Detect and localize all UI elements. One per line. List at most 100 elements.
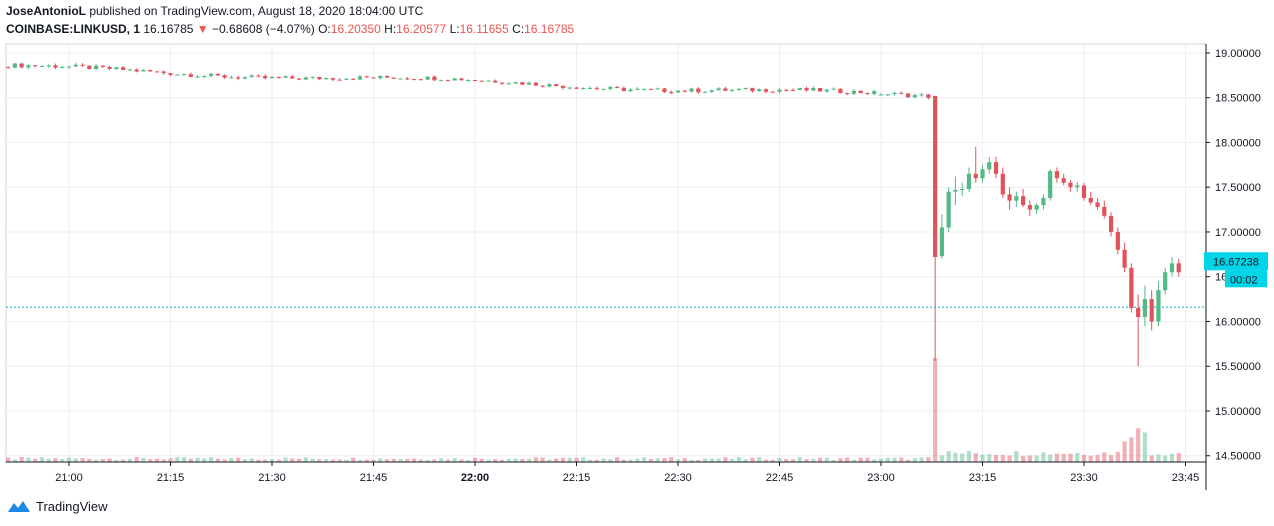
volume-bar [865, 457, 870, 462]
x-tick-label: 23:15 [969, 472, 997, 484]
volume-bar [736, 457, 741, 462]
volume-bar [912, 457, 917, 462]
volume-bar [6, 457, 11, 462]
candle [1061, 178, 1066, 183]
volume-bar [296, 458, 302, 462]
volume-bar [790, 459, 796, 462]
candle [1068, 182, 1073, 188]
volume-bar [831, 459, 836, 462]
volume-bar [642, 457, 647, 462]
candle-series [6, 62, 1181, 367]
symbol-label[interactable]: COINBASE:LINKUSD, 1 [6, 22, 141, 36]
volume-bar [635, 458, 640, 462]
volume-bar [418, 459, 423, 462]
volume-bar [66, 457, 72, 462]
close-label: C: [512, 22, 525, 36]
candle [743, 87, 748, 89]
volume-bar [675, 459, 681, 462]
candle [256, 75, 261, 77]
candle [1095, 202, 1100, 207]
candle [980, 169, 985, 179]
plot-area [5, 43, 1207, 463]
candle [1007, 194, 1012, 201]
candle [1108, 215, 1114, 232]
candle [202, 75, 207, 77]
volume-bar [459, 459, 464, 462]
candle [317, 76, 322, 80]
tradingview-logo[interactable]: TradingView [6, 498, 108, 514]
high-value: 16.20577 [396, 22, 447, 36]
candle [330, 78, 335, 80]
volume-bar [1034, 455, 1039, 462]
candle [222, 75, 227, 78]
volume-bar [486, 459, 491, 462]
candle [445, 80, 451, 82]
candle [540, 85, 545, 87]
candle [296, 78, 302, 80]
candle [1034, 205, 1039, 210]
volume-bar [560, 457, 566, 462]
volume-bar [236, 457, 241, 462]
volume-bar [1115, 451, 1120, 462]
volume-bar [621, 459, 626, 462]
candle [405, 78, 410, 80]
candle [520, 82, 525, 85]
author-name[interactable]: JoseAntonioL [6, 4, 86, 18]
candle [472, 80, 478, 82]
high-label: H: [384, 22, 397, 36]
volume-bar [425, 459, 430, 462]
candle [831, 88, 836, 90]
volume-bar [148, 459, 153, 462]
candle [1163, 272, 1168, 291]
candle [669, 92, 674, 94]
volume-bar [506, 458, 511, 462]
volume-bar [845, 457, 850, 462]
candle [351, 78, 356, 80]
candle [642, 88, 647, 90]
candle [499, 82, 505, 84]
volume-bar [723, 457, 728, 462]
volume-bar [181, 457, 187, 462]
candle [601, 88, 606, 90]
candle [587, 87, 593, 89]
candle [784, 89, 789, 91]
volume-bar [527, 458, 532, 462]
chart-grid [5, 43, 1207, 463]
volume-bar [1054, 453, 1060, 462]
volume-bar [1068, 453, 1073, 462]
volume-bar [290, 458, 295, 462]
candle [574, 87, 579, 89]
volume-bar [919, 457, 924, 462]
x-tick-label: 22:15 [563, 472, 591, 484]
candle [615, 87, 620, 89]
candle [269, 76, 275, 79]
volume-bar [885, 457, 890, 462]
volume-bar [310, 458, 315, 462]
candle [60, 67, 65, 69]
volume-bar [533, 457, 538, 462]
candle [973, 173, 978, 179]
candle [141, 70, 146, 72]
volume-bar [980, 454, 985, 462]
volume-bar [12, 459, 17, 462]
volume-bar [405, 458, 410, 462]
volume-bar [1156, 454, 1161, 462]
volume-bar [26, 457, 31, 462]
volume-bar [303, 457, 308, 462]
publish-line: JoseAntonioL published on TradingView.co… [6, 4, 423, 18]
candle [412, 79, 417, 81]
volume-bar [960, 453, 965, 462]
volume-bar [256, 459, 261, 462]
x-tick-label: 21:15 [157, 472, 185, 484]
candle [845, 92, 850, 94]
volume-bar [452, 457, 457, 462]
candle [987, 162, 992, 170]
last-price-tag: 16.67238 00:02 [1204, 252, 1268, 288]
candle [804, 88, 809, 91]
volume-bar [1122, 441, 1127, 462]
volume-bar [993, 454, 999, 462]
volume-bar [1014, 451, 1019, 462]
volume-bar [797, 457, 802, 462]
candle [1156, 290, 1161, 322]
